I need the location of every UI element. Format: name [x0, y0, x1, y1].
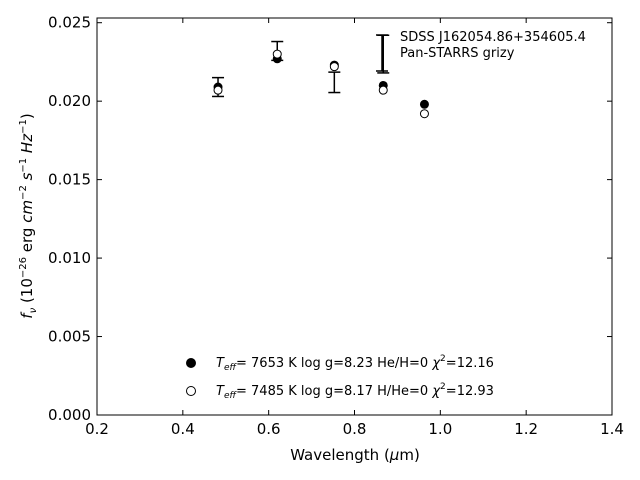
- x-axis-label: Wavelength (μm): [290, 446, 420, 464]
- x-tick-label: 1.0: [428, 420, 452, 438]
- x-tick-label: 0.6: [257, 420, 281, 438]
- survey-label: Pan-STARRS grizy: [400, 46, 515, 61]
- x-tick-label: 1.2: [514, 420, 538, 438]
- legend-entry-open: Teff= 7485 K log g=8.17 H/He=0 χ2=12.93: [216, 382, 494, 401]
- y-ticks: 0.000 0.005 0.010 0.015 0.020 0.025: [48, 14, 612, 424]
- y-tick-label: 0.015: [48, 171, 91, 189]
- object-label: SDSS J162054.86+354605.4: [400, 30, 586, 45]
- y-tick-label: 0.005: [48, 328, 91, 346]
- data-point-open: [378, 85, 388, 95]
- legend-entry-filled: Teff= 7653 K log g=8.23 He/H=0 χ2=12.16: [216, 354, 494, 373]
- y-tick-label: 0.010: [48, 249, 91, 267]
- data-point-filled: [419, 99, 429, 109]
- y-tick-label: 0.000: [48, 406, 91, 424]
- data-point-open: [329, 62, 339, 72]
- y-tick-label: 0.020: [48, 92, 91, 110]
- data-point-open: [419, 109, 429, 119]
- y-axis-label: fν (10−26 erg cm−2 s−1 Hz−1): [18, 113, 39, 318]
- legend-marker-filled: [186, 358, 196, 368]
- x-tick-label: 0.2: [85, 420, 109, 438]
- model-legend: Teff= 7653 K log g=8.23 He/H=0 χ2=12.16 …: [186, 354, 494, 401]
- y-tick-label: 0.025: [48, 14, 91, 32]
- annotation-legend: SDSS J162054.86+354605.4 Pan-STARRS griz…: [376, 30, 586, 72]
- data-point-open: [272, 49, 282, 59]
- x-ticks: 0.2 0.4 0.6 0.8 1.0 1.2 1.4: [85, 18, 624, 438]
- legend-marker-open: [186, 386, 196, 396]
- x-tick-label: 0.4: [171, 420, 195, 438]
- x-tick-label: 1.4: [600, 420, 624, 438]
- model-points: [213, 49, 429, 119]
- data-point-open: [213, 85, 223, 95]
- x-tick-label: 0.8: [343, 420, 367, 438]
